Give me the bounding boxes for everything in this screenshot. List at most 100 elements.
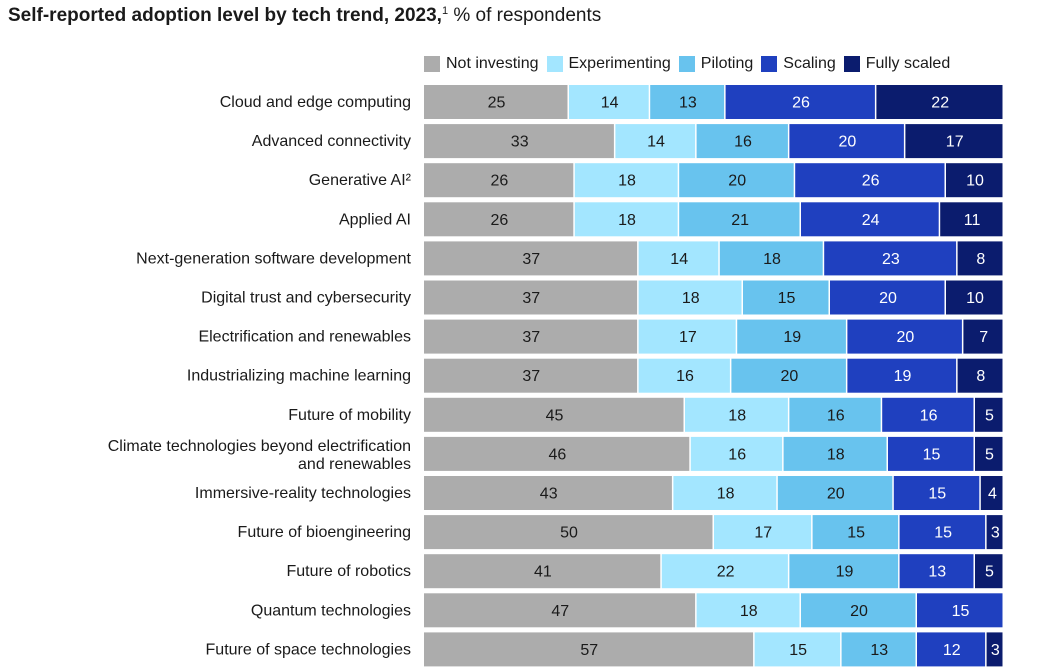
bar-segment-not-investing xyxy=(424,476,672,510)
bar-row: Future of bioengineering 50 17 15 15 3 xyxy=(238,515,1003,550)
bar-segment-experimenting xyxy=(690,436,783,471)
bar-segment-scaling xyxy=(899,515,986,550)
bar-segment-not-investing xyxy=(424,85,568,119)
bar-segment-experimenting xyxy=(673,476,777,510)
category-label: Future of mobility xyxy=(288,407,411,424)
data-label: 13 xyxy=(928,564,946,581)
chart-title-footnote: 1 xyxy=(441,5,449,17)
data-label: 18 xyxy=(618,173,636,190)
legend-item-not-investing: Not investing xyxy=(424,55,539,73)
bar-segment-not-investing xyxy=(424,202,574,237)
data-label: 19 xyxy=(894,368,912,385)
bar-segment-fully-scaled xyxy=(940,202,1003,237)
data-label: 20 xyxy=(839,134,857,151)
data-label: 15 xyxy=(928,486,946,503)
category-label: Electrification and renewables xyxy=(198,329,411,346)
data-label: 17 xyxy=(946,134,964,151)
data-label: 16 xyxy=(920,407,938,424)
data-label: 15 xyxy=(778,290,796,307)
bar-segment-scaling xyxy=(899,554,974,589)
bar-segment-experimenting xyxy=(638,280,742,315)
bar-segment-experimenting xyxy=(685,397,788,432)
bar-row: Next-generation software development 37 14… xyxy=(136,241,1003,276)
bar-segment-scaling xyxy=(888,436,974,471)
data-label: 5 xyxy=(985,564,994,581)
category-label: Future of robotics xyxy=(287,563,412,580)
bar-segment-not-investing xyxy=(424,241,638,276)
data-label: 26 xyxy=(491,212,509,229)
bar-row: Climate technologies beyond electrificat… xyxy=(108,436,1003,473)
data-label: 3 xyxy=(991,642,1000,659)
bar-row: Applied AI 26 18 21 24 11 xyxy=(339,202,1003,237)
category-label: Quantum technologies xyxy=(251,602,411,619)
data-label: 20 xyxy=(850,603,868,620)
legend-swatch xyxy=(843,56,860,72)
chart-title-main: Self-reported adoption level by tech tre… xyxy=(8,5,442,26)
data-label: 57 xyxy=(580,642,598,659)
data-label: 8 xyxy=(976,251,985,268)
data-label: 26 xyxy=(491,173,509,190)
bar-segment-experimenting xyxy=(714,515,812,550)
data-label: 45 xyxy=(546,407,564,424)
bar-segment-fully-scaled xyxy=(986,515,1003,550)
bar-segment-fully-scaled xyxy=(905,124,1003,159)
bar-segment-fully-scaled xyxy=(963,319,1003,354)
legend-item-experimenting: Experimenting xyxy=(546,55,671,73)
bar-segment-piloting xyxy=(719,241,823,276)
data-label: 4 xyxy=(988,486,997,503)
bar-segment-not-investing xyxy=(424,358,638,393)
bar-segment-fully-scaled xyxy=(876,85,1003,119)
data-label: 20 xyxy=(879,290,897,307)
category-label: Climate technologies beyond electrificat… xyxy=(108,438,411,473)
bar-segment-piloting xyxy=(696,124,788,159)
bar-segment-fully-scaled xyxy=(975,554,1003,589)
data-label: 18 xyxy=(740,603,758,620)
bar-segment-fully-scaled xyxy=(957,358,1003,393)
data-label: 17 xyxy=(679,329,697,346)
data-label: 25 xyxy=(488,95,506,112)
legend-label: Scaling xyxy=(783,55,836,72)
bar-segment-experimenting xyxy=(569,85,649,119)
legend-swatch xyxy=(546,56,563,72)
data-label: 5 xyxy=(985,407,994,424)
bar-segment-fully-scaled xyxy=(946,280,1003,315)
data-label: 37 xyxy=(522,329,540,346)
data-label: 37 xyxy=(522,368,540,385)
category-label: Immersive-reality technologies xyxy=(195,485,411,502)
data-label: 18 xyxy=(763,251,781,268)
bar-segment-piloting xyxy=(679,202,800,237)
legend-item-piloting: Piloting xyxy=(678,55,754,73)
legend-label: Piloting xyxy=(700,55,754,72)
bar-segment-piloting xyxy=(789,554,899,589)
bar-segment-scaling xyxy=(795,163,945,198)
bar-segment-not-investing xyxy=(424,280,638,315)
legend-label: Fully scaled xyxy=(865,55,951,72)
bar-segment-piloting xyxy=(743,280,829,315)
legend-item-fully-scaled: Fully scaled xyxy=(843,55,951,73)
bar-segment-piloting xyxy=(812,515,899,550)
data-label: 17 xyxy=(754,525,772,542)
bar-row: Generative AI² 26 18 20 26 10 xyxy=(309,163,1003,198)
bar-segment-experimenting xyxy=(574,202,678,237)
bar-segment-experimenting xyxy=(661,554,788,589)
bar-row: Quantum technologies 47 18 20 15 xyxy=(251,593,1003,628)
legend-swatch xyxy=(678,56,695,72)
bar-row: Industrializing machine learning 37 16 20 19… xyxy=(187,358,1003,393)
bar-segment-experimenting xyxy=(638,358,730,393)
bar-segment-experimenting xyxy=(754,632,841,667)
bar-segment-scaling xyxy=(847,319,962,354)
data-label: 16 xyxy=(676,368,694,385)
category-label: Digital trust and cybersecurity xyxy=(201,290,411,307)
data-label: 15 xyxy=(923,446,941,463)
data-label: 16 xyxy=(827,407,845,424)
category-label: Industrializing machine learning xyxy=(187,368,411,385)
chart-subtitle: % of respondents xyxy=(448,5,602,26)
data-label: 16 xyxy=(734,134,752,151)
bar-segment-piloting xyxy=(737,319,846,354)
bar-segment-piloting xyxy=(801,593,916,628)
data-label: 50 xyxy=(560,525,578,542)
bar-segment-scaling xyxy=(830,280,945,315)
bar-segment-not-investing xyxy=(424,632,754,667)
bar-segment-scaling xyxy=(725,85,875,119)
bar-segment-fully-scaled xyxy=(980,476,1003,510)
